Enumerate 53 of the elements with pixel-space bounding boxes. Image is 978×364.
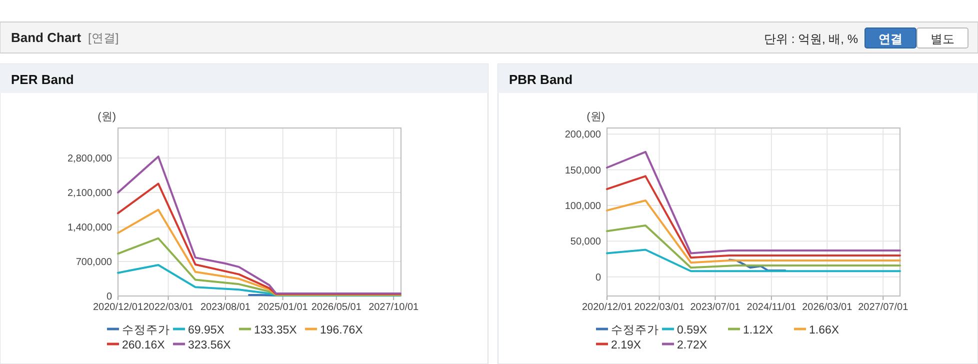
- x-tick-label: 2024/11/01: [746, 302, 797, 313]
- x-tick-label: 2023/08/01: [200, 302, 251, 313]
- y-tick-label: 1,400,000: [68, 222, 112, 234]
- x-tick-label: 2026/03/01: [802, 302, 853, 313]
- line-series: [606, 150, 901, 254]
- text: 연결: [878, 32, 902, 46]
- y-tick-label: 200,000: [564, 130, 602, 141]
- legend-label: 69.95X: [188, 324, 225, 336]
- legend-label: 2.72X: [677, 340, 708, 352]
- y-tick-label: 100,000: [564, 200, 602, 212]
- x-tick-label: 2022/03/01: [143, 302, 194, 313]
- y-tick-label: 2,100,000: [68, 188, 112, 200]
- legend-label: 1.66X: [809, 324, 840, 336]
- legend-label: 수정주가: [122, 324, 170, 336]
- legend-label: 수정주가: [611, 324, 659, 336]
- legend-label: 196.76X: [320, 324, 364, 336]
- line-series: [117, 208, 402, 296]
- text: [연결]: [88, 31, 119, 45]
- y-tick-label: 2,800,000: [68, 154, 112, 165]
- text: 단위 : 억원, 배, %: [764, 32, 858, 46]
- line-series: [117, 237, 402, 296]
- legend-label: 2.19X: [611, 340, 642, 352]
- x-tick-label: 2023/07/01: [690, 302, 741, 313]
- line-series: [606, 199, 901, 264]
- x-tick-label: 2025/01/01: [258, 302, 308, 313]
- y-axis-title: (원): [586, 111, 605, 123]
- legend-label: 133.35X: [254, 324, 298, 336]
- chart-title: PBR Band: [509, 72, 573, 87]
- chart-title: PER Band: [11, 72, 74, 87]
- text: Band Chart: [11, 30, 82, 45]
- line-series: [728, 258, 786, 272]
- legend-label: 0.59X: [677, 324, 708, 336]
- x-tick-label: 2020/12/01: [582, 302, 632, 313]
- text: 별도: [930, 32, 954, 46]
- line-series: [606, 175, 901, 259]
- x-tick-label: 2027/07/01: [858, 302, 909, 313]
- x-tick-label: 2026/05/01: [311, 302, 362, 313]
- y-tick-label: 150,000: [564, 165, 602, 176]
- y-axis-title: (원): [98, 111, 116, 123]
- legend-label: 1.12X: [743, 324, 774, 336]
- line-series: [117, 264, 402, 297]
- line-series: [606, 224, 901, 269]
- x-tick-label: 2027/10/01: [368, 302, 420, 313]
- x-tick-label: 2020/12/01: [92, 302, 144, 313]
- y-tick-label: 0: [595, 272, 602, 284]
- y-tick-label: 50,000: [570, 236, 602, 248]
- line-series: [117, 182, 402, 296]
- y-tick-label: 700,000: [76, 257, 112, 268]
- line-series: [117, 156, 402, 295]
- legend-label: 260.16X: [122, 340, 166, 352]
- y-tick-label: 0: [106, 292, 112, 302]
- x-tick-label: 2022/03/01: [634, 302, 685, 313]
- legend-label: 323.56X: [188, 340, 232, 352]
